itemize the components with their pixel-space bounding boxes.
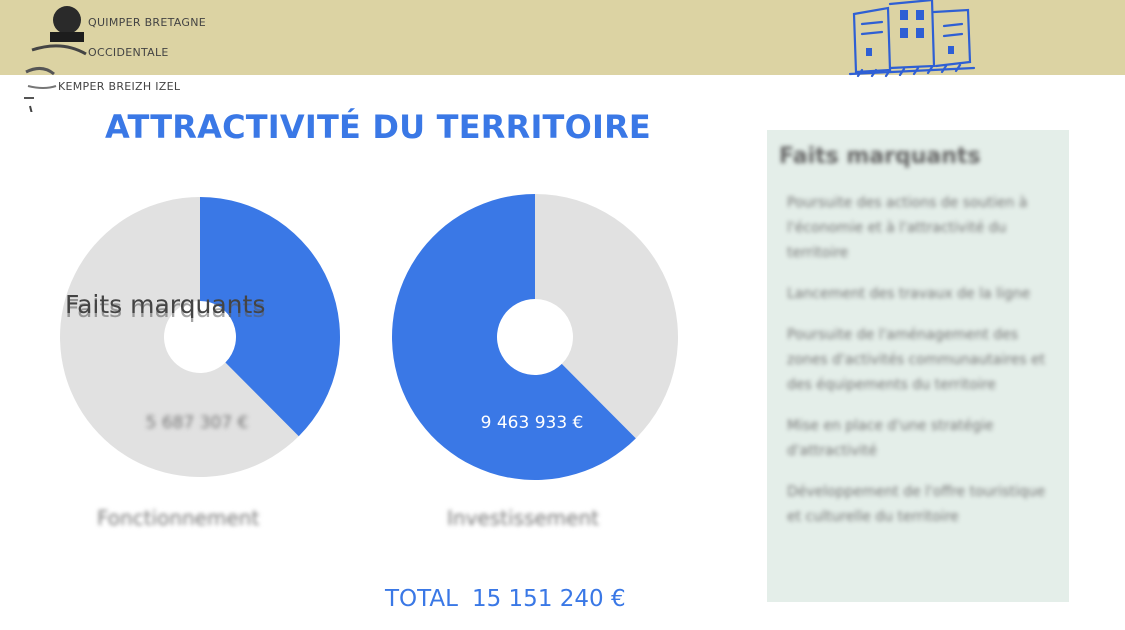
panel-item: Développement de l'offre touristique et …: [787, 484, 1046, 525]
chart-caption-investissement: Investissement: [447, 506, 599, 530]
page-title: ATTRACTIVITÉ DU TERRITOIRE: [105, 108, 651, 146]
pie-slice-value: [392, 194, 636, 481]
total-amount: 15 151 240 €: [471, 586, 626, 612]
quimper-logo-icon: [24, 6, 87, 112]
building-sketch-icon: [848, 0, 976, 78]
faits-marquants-panel: Faits marquants Poursuite des actions de…: [767, 130, 1069, 602]
panel-item: Poursuite de l'aménagement des zones d'a…: [787, 327, 1046, 393]
total-label: TOTAL: [385, 586, 458, 612]
pie-value-label: 5 687 307 €: [146, 413, 249, 433]
panel-item: Poursuite des actions de soutien à l'éco…: [787, 195, 1028, 261]
chart-caption-fonctionnement: Fonctionnement: [97, 506, 260, 530]
faits-marquants-overlay: Faits marquants: [65, 290, 266, 319]
brand-line-2: OCCIDENTALE: [88, 46, 169, 59]
pie-slice-value: [200, 197, 340, 437]
pie-value-label: 9 463 933 €: [481, 413, 584, 433]
pie-fonctionnement: 5 687 307 €: [59, 197, 340, 477]
total-line: TOTAL 15 151 240 €: [385, 586, 626, 612]
pie-investissement: 9 463 933 €: [392, 194, 679, 481]
panel-item: Lancement des travaux de la ligne: [787, 286, 1031, 302]
pie-charts: 5 687 307 € 9 463 933 €: [59, 194, 679, 481]
panel-item: Mise en place d'une stratégie d'attracti…: [787, 418, 994, 459]
panel-title: Faits marquants: [779, 144, 981, 169]
brand-line-1: QUIMPER BRETAGNE: [88, 16, 207, 29]
pie-slice-rest: [59, 197, 299, 477]
pie-slice-rest: [535, 194, 679, 439]
brand-line-3: KEMPER BREIZH IZEL: [58, 80, 181, 93]
